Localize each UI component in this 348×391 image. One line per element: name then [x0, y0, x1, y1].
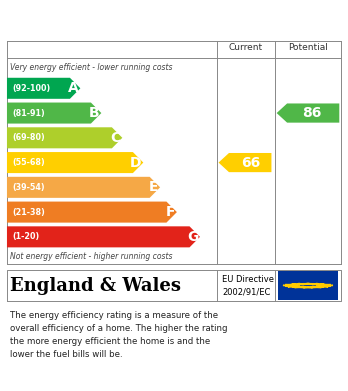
Text: E: E: [149, 180, 158, 194]
Text: (55-68): (55-68): [12, 158, 45, 167]
Polygon shape: [301, 287, 315, 288]
Polygon shape: [7, 102, 101, 124]
Text: EU Directive
2002/91/EC: EU Directive 2002/91/EC: [222, 275, 274, 296]
Text: Energy Efficiency Rating: Energy Efficiency Rating: [10, 11, 213, 26]
Text: (21-38): (21-38): [12, 208, 45, 217]
Polygon shape: [310, 286, 324, 288]
Text: 66: 66: [242, 156, 261, 170]
Polygon shape: [277, 104, 339, 123]
Polygon shape: [219, 153, 271, 172]
Text: (92-100): (92-100): [12, 84, 50, 93]
Polygon shape: [7, 127, 122, 148]
Polygon shape: [310, 283, 324, 285]
Polygon shape: [316, 286, 331, 287]
Text: (1-20): (1-20): [12, 232, 39, 241]
Polygon shape: [7, 202, 177, 222]
Polygon shape: [301, 283, 315, 285]
Text: G: G: [187, 230, 198, 244]
Text: Potential: Potential: [288, 43, 328, 52]
Polygon shape: [318, 285, 333, 286]
Text: B: B: [89, 106, 100, 120]
Polygon shape: [283, 285, 298, 286]
Text: England & Wales: England & Wales: [10, 276, 181, 295]
Polygon shape: [292, 286, 306, 288]
Text: D: D: [130, 156, 142, 170]
Polygon shape: [292, 283, 306, 285]
Text: The energy efficiency rating is a measure of the
overall efficiency of a home. T: The energy efficiency rating is a measur…: [10, 311, 228, 359]
Polygon shape: [7, 152, 143, 173]
Polygon shape: [285, 286, 300, 287]
Polygon shape: [285, 284, 300, 285]
FancyBboxPatch shape: [278, 271, 338, 300]
Polygon shape: [7, 78, 80, 99]
Text: 86: 86: [302, 106, 321, 120]
Text: Not energy efficient - higher running costs: Not energy efficient - higher running co…: [10, 252, 173, 261]
Text: A: A: [68, 81, 79, 95]
Text: Very energy efficient - lower running costs: Very energy efficient - lower running co…: [10, 63, 173, 72]
Text: F: F: [166, 205, 175, 219]
Text: (39-54): (39-54): [12, 183, 45, 192]
Polygon shape: [7, 177, 160, 198]
Text: (81-91): (81-91): [12, 109, 45, 118]
Text: Current: Current: [229, 43, 263, 52]
Text: (69-80): (69-80): [12, 133, 45, 142]
Polygon shape: [7, 226, 200, 248]
Polygon shape: [316, 284, 331, 285]
Text: C: C: [110, 131, 121, 145]
